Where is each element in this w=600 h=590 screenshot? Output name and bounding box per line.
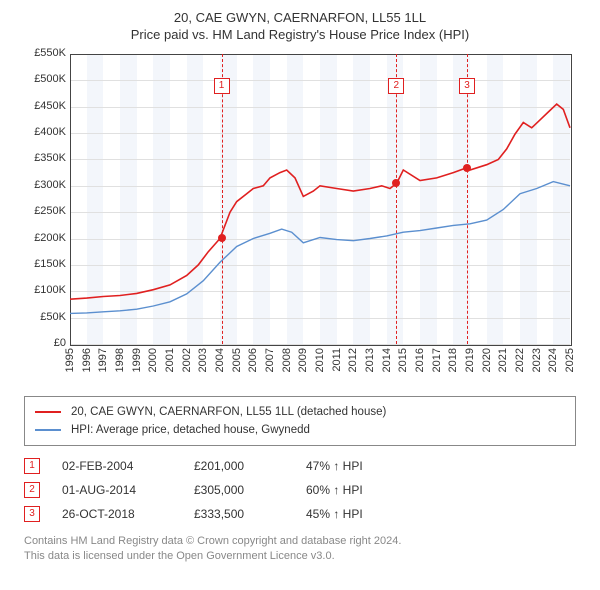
sales-row-index: 1 <box>24 458 40 474</box>
title-address: 20, CAE GWYN, CAERNARFON, LL55 1LL <box>10 10 590 25</box>
legend-swatch <box>35 411 61 413</box>
sales-row-index: 2 <box>24 482 40 498</box>
sales-row: 3 26-OCT-2018 £333,500 45% ↑ HPI <box>24 502 576 526</box>
series-hpi <box>70 182 570 314</box>
sales-row-date: 01-AUG-2014 <box>62 483 172 497</box>
legend-label: HPI: Average price, detached house, Gwyn… <box>71 424 310 436</box>
sales-row: 1 02-FEB-2004 £201,000 47% ↑ HPI <box>24 454 576 478</box>
legend-label: 20, CAE GWYN, CAERNARFON, LL55 1LL (deta… <box>71 406 386 418</box>
sales-row-delta: 47% ↑ HPI <box>306 459 426 473</box>
sales-table: 1 02-FEB-2004 £201,000 47% ↑ HPI 2 01-AUG-201… <box>24 454 576 526</box>
chart-area: £0£50K£100K£150K£200K£250K£300K£350K£400… <box>20 48 580 388</box>
footnote: Contains HM Land Registry data © Crown c… <box>24 534 576 564</box>
sales-row-price: £305,000 <box>194 483 284 497</box>
title-subtitle: Price paid vs. HM Land Registry's House … <box>10 27 590 42</box>
legend-item: 20, CAE GWYN, CAERNARFON, LL55 1LL (deta… <box>35 403 565 421</box>
series-svg <box>20 48 580 388</box>
legend: 20, CAE GWYN, CAERNARFON, LL55 1LL (deta… <box>24 396 576 446</box>
sales-row-index: 3 <box>24 506 40 522</box>
sales-row: 2 01-AUG-2014 £305,000 60% ↑ HPI <box>24 478 576 502</box>
sales-row-delta: 45% ↑ HPI <box>306 507 426 521</box>
sales-row-date: 02-FEB-2004 <box>62 459 172 473</box>
chart-title-block: 20, CAE GWYN, CAERNARFON, LL55 1LL Price… <box>10 10 590 42</box>
sales-row-delta: 60% ↑ HPI <box>306 483 426 497</box>
sales-row-price: £333,500 <box>194 507 284 521</box>
sales-row-price: £201,000 <box>194 459 284 473</box>
legend-swatch <box>35 429 61 431</box>
footnote-line1: Contains HM Land Registry data © Crown c… <box>24 534 576 549</box>
legend-item: HPI: Average price, detached house, Gwyn… <box>35 421 565 439</box>
footnote-line2: This data is licensed under the Open Gov… <box>24 549 576 564</box>
sales-row-date: 26-OCT-2018 <box>62 507 172 521</box>
series-price_paid <box>70 104 570 299</box>
